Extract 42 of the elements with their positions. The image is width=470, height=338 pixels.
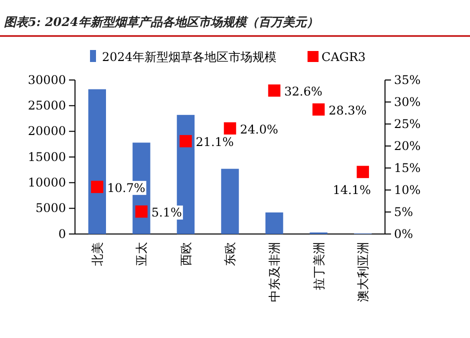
x-tick-label: 拉丁美洲	[312, 242, 326, 290]
y2-tick-label: 5%	[394, 204, 414, 219]
point	[180, 135, 192, 148]
data-label: 21.1%	[196, 135, 234, 150]
y-tick-label: 30000	[28, 72, 66, 87]
bar	[88, 89, 106, 234]
data-label: 5.1%	[151, 206, 182, 220]
x-tick-label: 北美	[90, 242, 104, 266]
legend-label: 2024年新型烟草各地区市场规模	[102, 50, 277, 64]
y-tick-label: 25000	[28, 98, 66, 113]
bar	[265, 212, 284, 234]
y-tick-label: 5000	[35, 201, 66, 216]
y2-tick-label: 35%	[394, 72, 421, 87]
y2-tick-label: 25%	[394, 116, 421, 131]
data-label: 10.7%	[107, 180, 146, 195]
y-tick-label: 20000	[28, 124, 66, 138]
data-label: 32.6%	[284, 84, 322, 99]
point	[91, 180, 104, 194]
x-tick-label: 东欧	[223, 242, 238, 266]
x-tick-label: 亚太	[134, 242, 149, 266]
chart-title: 图表5: 2024年新型烟草产品各地区市场规模（百万美元）	[4, 15, 318, 29]
point	[356, 166, 369, 178]
y2-tick-label: 10%	[394, 182, 421, 197]
x-tick-label: 澳大利亚洲	[356, 242, 370, 302]
data-label: 28.3%	[328, 103, 367, 118]
y2-tick-label: 20%	[394, 138, 421, 153]
legend-label: CAGR3	[322, 50, 366, 64]
point	[224, 122, 236, 135]
point	[268, 84, 280, 97]
x-tick-label: 中东及非洲	[267, 242, 282, 302]
y2-tick-label: 15%	[394, 160, 421, 175]
y2-tick-label: 0%	[394, 226, 414, 241]
bar	[221, 168, 239, 234]
y2-tick-label: 30%	[394, 94, 421, 109]
data-label: 14.1%	[332, 182, 371, 197]
data-label: 24.0%	[240, 122, 278, 136]
x-tick-label: 西欧	[178, 242, 193, 266]
y-tick-label: 15000	[28, 150, 66, 164]
point	[312, 103, 325, 116]
y-tick-label: 0	[58, 226, 66, 241]
y-tick-label: 10000	[28, 176, 66, 190]
point	[135, 205, 148, 218]
